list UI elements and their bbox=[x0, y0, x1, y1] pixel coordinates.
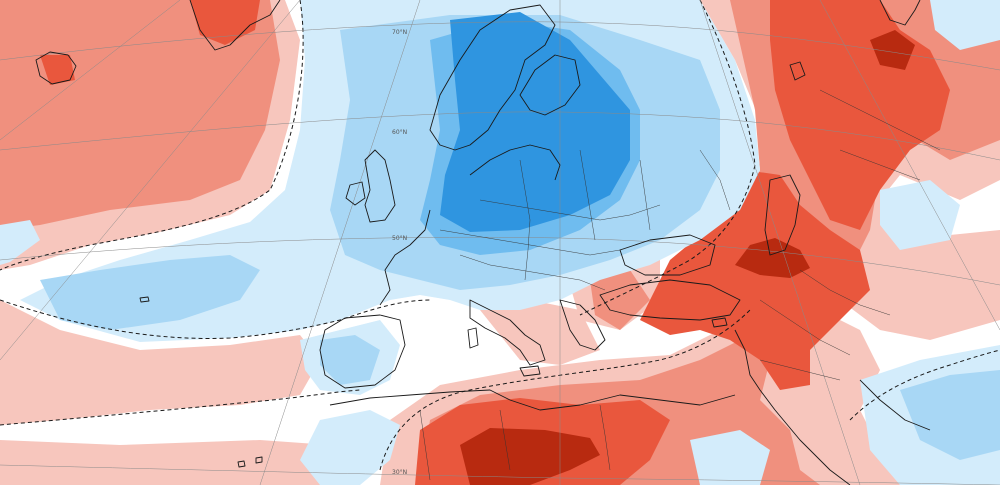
anomaly-contours bbox=[0, 0, 1000, 471]
lat-label-30: 30°N bbox=[392, 469, 407, 476]
lat-label-50: 50°N bbox=[392, 235, 407, 242]
country-borders bbox=[419, 89, 941, 481]
warm-anomaly-very-strong bbox=[460, 30, 915, 485]
cool-anomaly-very-strong bbox=[440, 12, 630, 232]
lat-label-60: 60°N bbox=[392, 129, 407, 136]
coastlines bbox=[35, 0, 931, 485]
lat-label-70: 70°N bbox=[392, 29, 407, 36]
